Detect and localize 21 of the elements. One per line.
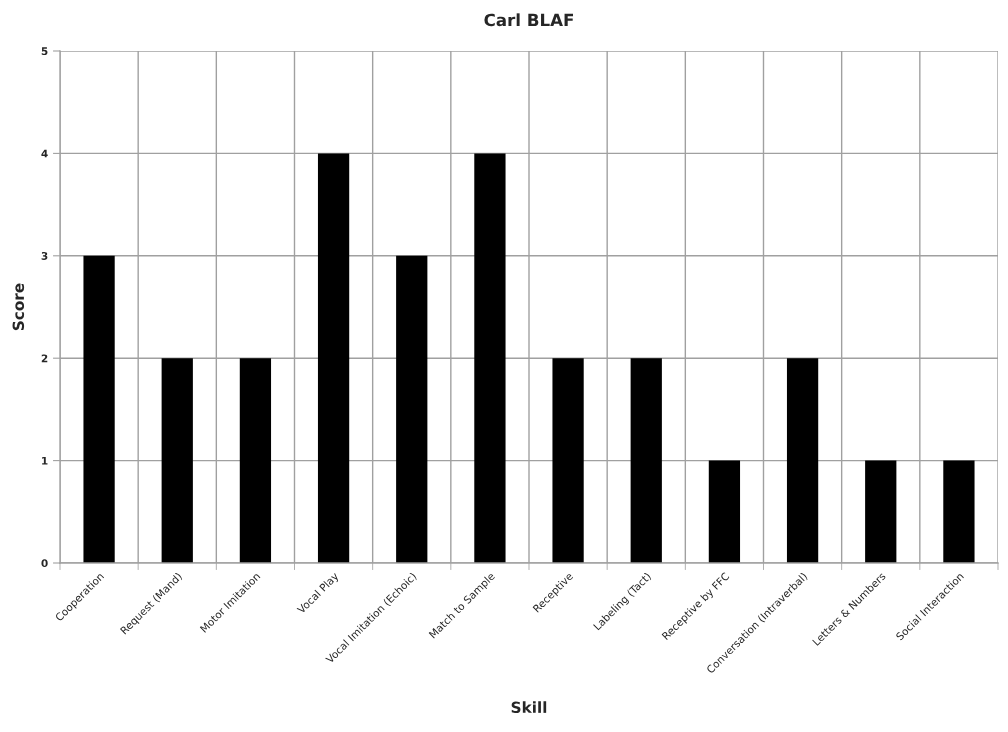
bar <box>396 255 428 563</box>
chart-title: Carl BLAF <box>484 13 574 27</box>
bar <box>865 460 897 563</box>
bar <box>239 358 272 563</box>
y-tick-label: 2 <box>41 354 48 363</box>
bar <box>786 358 819 563</box>
y-tick-label: 1 <box>42 456 48 465</box>
x-axis-title: Skill <box>511 701 547 714</box>
bar <box>83 255 115 563</box>
y-tick-label: 0 <box>41 559 48 568</box>
bar <box>317 153 350 563</box>
bar <box>630 358 662 563</box>
bar <box>161 358 193 563</box>
y-axis-title: Score <box>12 283 25 331</box>
bar <box>708 460 741 563</box>
bar <box>552 358 584 563</box>
bar <box>943 460 975 563</box>
y-tick-label: 4 <box>41 149 48 158</box>
bar <box>474 153 506 563</box>
y-tick-label: 3 <box>41 252 48 260</box>
y-tick-label: 5 <box>41 47 48 56</box>
